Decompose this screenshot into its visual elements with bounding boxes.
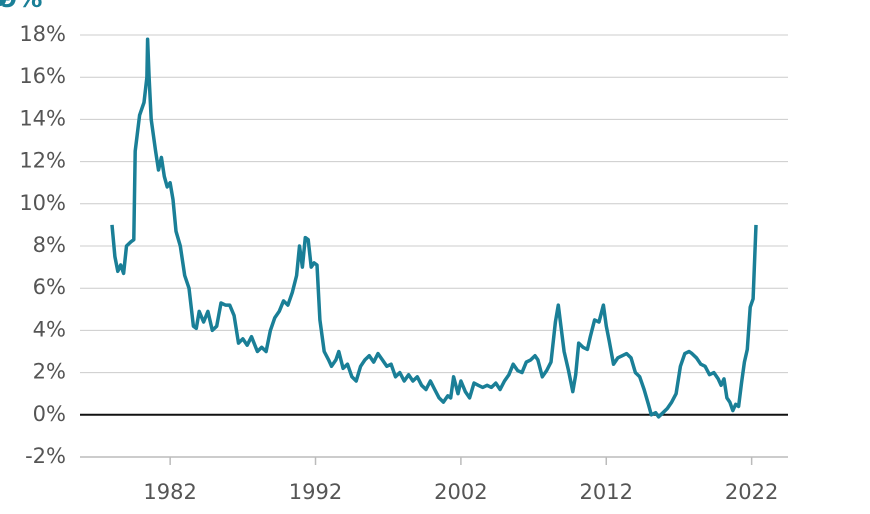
y-tick-label: 14% xyxy=(19,106,66,130)
y-tick-label: 18% xyxy=(19,22,66,46)
value-label: 9% xyxy=(0,0,42,13)
y-tick-label: 0% xyxy=(33,402,66,426)
y-tick-label: 8% xyxy=(33,233,66,257)
x-tick-label: 1982 xyxy=(143,480,196,504)
end-point xyxy=(0,0,6,6)
y-tick-label: 16% xyxy=(19,64,66,88)
x-tick-label: 2022 xyxy=(725,480,778,504)
y-tick-label: 6% xyxy=(33,275,66,299)
y-tick-label: 4% xyxy=(33,317,66,341)
line xyxy=(110,37,758,419)
y-tick-label: -2% xyxy=(25,444,66,468)
y-tick-label: 2% xyxy=(33,360,66,384)
x-tick-label: 2002 xyxy=(434,480,487,504)
y-tick-label: 12% xyxy=(19,149,66,173)
x-tick-label: 1992 xyxy=(289,480,342,504)
x-tick-label: 2012 xyxy=(580,480,633,504)
y-tick-label: 10% xyxy=(19,191,66,215)
